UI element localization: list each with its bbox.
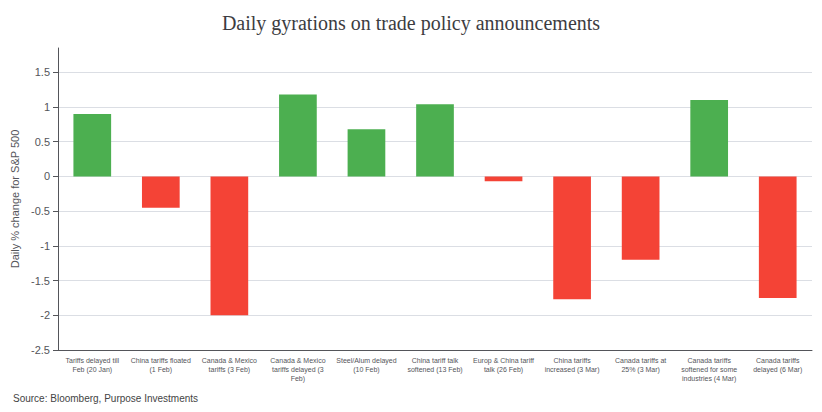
svg-text:0.5: 0.5 bbox=[35, 136, 50, 148]
svg-text:Feb): Feb) bbox=[291, 375, 305, 383]
svg-text:tariffs delayed (3: tariffs delayed (3 bbox=[272, 366, 324, 374]
svg-text:China tariff talk: China tariff talk bbox=[412, 357, 459, 364]
svg-text:-1.5: -1.5 bbox=[31, 275, 50, 287]
svg-text:China tariffs: China tariffs bbox=[553, 357, 591, 364]
svg-text:Canada & Mexico: Canada & Mexico bbox=[270, 357, 325, 364]
svg-text:(1 Feb): (1 Feb) bbox=[150, 366, 173, 374]
svg-text:1.5: 1.5 bbox=[35, 66, 50, 78]
svg-text:1: 1 bbox=[44, 101, 50, 113]
svg-text:Europ & China tariff: Europ & China tariff bbox=[473, 357, 534, 365]
svg-text:Canada tariffs at: Canada tariffs at bbox=[615, 357, 666, 364]
svg-text:talk (26 Feb): talk (26 Feb) bbox=[484, 366, 523, 374]
svg-text:tariffs (3 Feb): tariffs (3 Feb) bbox=[209, 366, 251, 374]
svg-text:delayed (6 Mar): delayed (6 Mar) bbox=[753, 366, 802, 374]
svg-text:-2: -2 bbox=[40, 309, 50, 321]
svg-text:-2.5: -2.5 bbox=[31, 344, 50, 356]
svg-text:0: 0 bbox=[44, 170, 50, 182]
svg-text:Daily gyrations on trade polic: Daily gyrations on trade policy announce… bbox=[222, 12, 600, 35]
svg-text:25% (3 Mar): 25% (3 Mar) bbox=[621, 366, 660, 374]
svg-text:softened for some: softened for some bbox=[681, 366, 737, 373]
svg-text:Steel/Alum delayed: Steel/Alum delayed bbox=[336, 357, 396, 365]
svg-text:Canada & Mexico: Canada & Mexico bbox=[202, 357, 257, 364]
svg-text:Feb (20 Jan): Feb (20 Jan) bbox=[72, 366, 112, 374]
svg-text:Canada tariffs: Canada tariffs bbox=[756, 357, 800, 364]
svg-text:softened (13 Feb): softened (13 Feb) bbox=[407, 366, 462, 374]
svg-text:-0.5: -0.5 bbox=[31, 205, 50, 217]
svg-text:industries (4 Mar): industries (4 Mar) bbox=[682, 375, 736, 383]
svg-text:Daily % change for S&P 500: Daily % change for S&P 500 bbox=[9, 130, 21, 269]
svg-text:Canada tariffs: Canada tariffs bbox=[687, 357, 731, 364]
svg-text:(10 Feb): (10 Feb) bbox=[353, 366, 379, 374]
svg-text:China tariffs floated: China tariffs floated bbox=[131, 357, 191, 364]
svg-text:increased (3 Mar): increased (3 Mar) bbox=[545, 366, 600, 374]
svg-text:Source: Bloomberg, Purpose Inv: Source: Bloomberg, Purpose Investments bbox=[13, 393, 198, 404]
svg-text:Tariffs delayed till: Tariffs delayed till bbox=[65, 357, 119, 365]
svg-text:-1: -1 bbox=[40, 240, 50, 252]
